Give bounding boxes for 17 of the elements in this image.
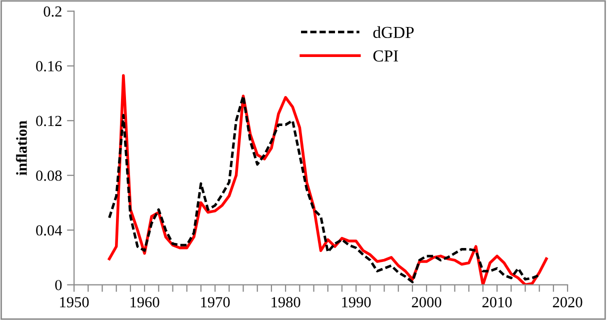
x-tick-label: 2010	[482, 297, 512, 308]
y-tick-label: 0.16	[36, 61, 62, 72]
x-tick-label: 1980	[272, 297, 300, 308]
y-tick-label: 0.04	[36, 225, 62, 236]
y-tick-label: 0.2	[44, 6, 62, 17]
legend-label: dGDP	[373, 26, 414, 38]
x-tick-label: 2000	[412, 297, 442, 308]
y-tick-label: 0.08	[36, 170, 62, 181]
y-tick-label: 0	[55, 280, 62, 290]
x-tick-label: 1950	[60, 297, 89, 308]
x-tick-label: 1960	[130, 297, 160, 308]
legend-label: CPI	[373, 50, 398, 62]
x-tick-label: 1970	[201, 297, 230, 308]
x-tick-label: 1990	[342, 297, 371, 308]
y-axis-title: inflation	[16, 120, 27, 176]
y-tick-label: 0.12	[36, 116, 62, 126]
x-tick-label: 2020	[552, 297, 582, 308]
